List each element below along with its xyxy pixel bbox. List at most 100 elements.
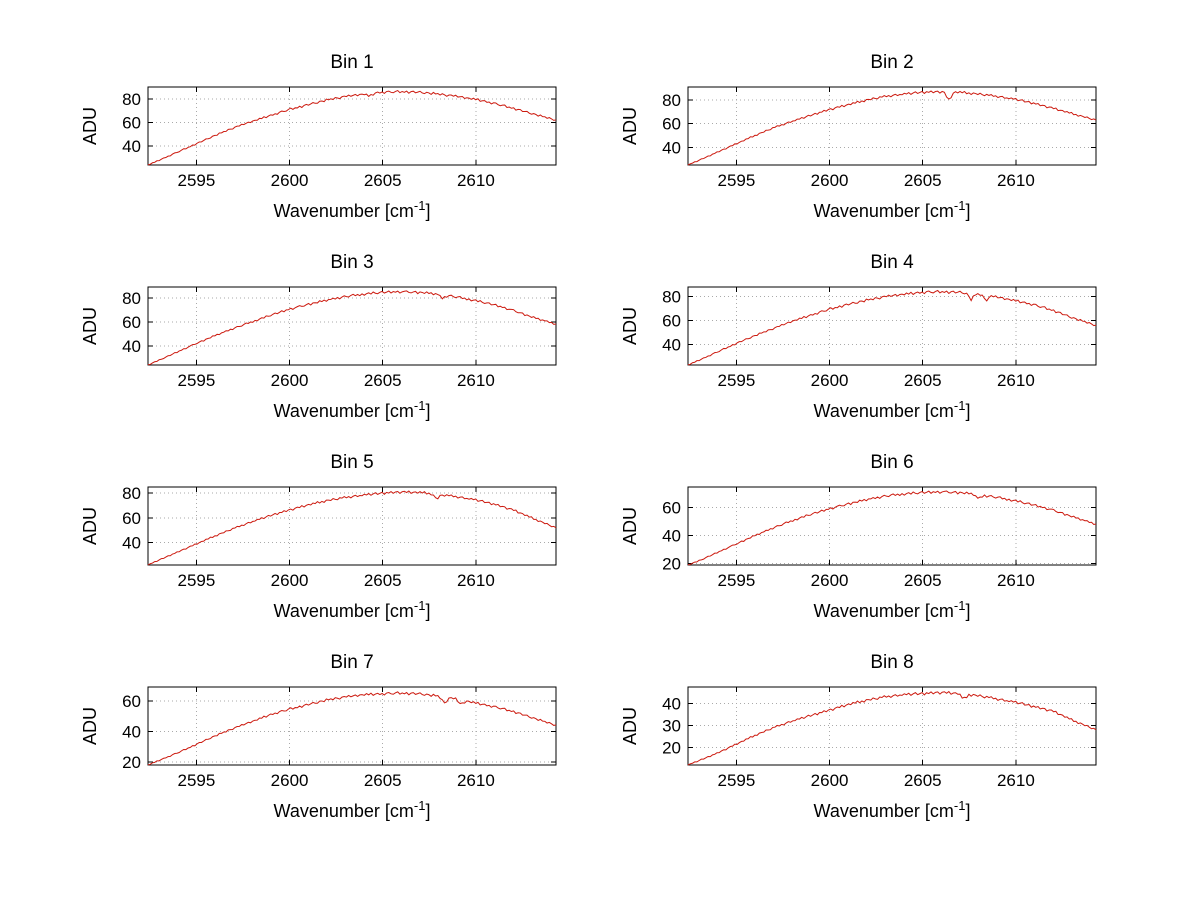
figure: 2595 2600 2605 2610 40 60 80 Bin 1 ADU Wavenumber… xyxy=(80,52,1097,821)
y-tick-label: 60 xyxy=(122,692,141,711)
subplot-bin-7: 2595 2600 2605 2610 20 40 60 Bin 7 ADU Wavenumber… xyxy=(80,652,557,821)
y-tick-label: 40 xyxy=(122,722,141,741)
spectrum-line xyxy=(147,490,557,566)
axes-box xyxy=(687,486,1097,566)
spectrum-line xyxy=(147,89,557,166)
y-axis-label: ADU xyxy=(80,107,100,145)
spectrum-line xyxy=(147,290,557,366)
subplot-bin-6: 2595 2600 2605 2610 20 40 60 Bin 6 ADU Wavenumber… xyxy=(620,452,1097,621)
subplot-bin-5: 2595 2600 2605 2610 40 60 80 Bin 5 ADU Wavenumber… xyxy=(80,452,557,621)
y-tick-label: 60 xyxy=(122,509,141,528)
x-axis-label: Wavenumber [cm-1] xyxy=(814,798,971,821)
y-tick-label: 40 xyxy=(122,137,141,156)
subplot-bin-8: 2595 2600 2605 2610 20 30 40 Bin 8 ADU Wavenumber… xyxy=(620,652,1097,821)
y-tick-label: 40 xyxy=(662,336,681,355)
y-axis-label: ADU xyxy=(620,707,640,745)
x-tick-label: 2600 xyxy=(811,171,849,190)
grid xyxy=(688,287,1096,365)
subplot-title: Bin 4 xyxy=(870,252,914,273)
axes-box xyxy=(147,286,557,366)
y-tick-label: 30 xyxy=(662,716,681,735)
x-axis-label: Wavenumber [cm-1] xyxy=(274,398,431,421)
y-tick-label: 80 xyxy=(662,288,681,307)
grid xyxy=(688,87,1096,165)
x-tick-label: 2595 xyxy=(178,571,216,590)
axes-box xyxy=(687,686,1097,766)
x-tick-label: 2600 xyxy=(811,571,849,590)
x-tick-label: 2600 xyxy=(271,171,309,190)
y-axis-label: ADU xyxy=(80,307,100,345)
subplot-bin-4: 2595 2600 2605 2610 40 60 80 Bin 4 ADU Wavenumber… xyxy=(620,252,1097,421)
x-tick-label: 2610 xyxy=(997,371,1035,390)
subplot-title: Bin 5 xyxy=(330,452,373,473)
x-tick-label: 2610 xyxy=(997,771,1035,790)
subplot-bin-1: 2595 2600 2605 2610 40 60 80 Bin 1 ADU Wavenumber… xyxy=(80,52,557,221)
axes-box xyxy=(147,86,557,166)
grid xyxy=(148,87,556,165)
x-tick-label: 2595 xyxy=(178,771,216,790)
spectrum-line xyxy=(687,690,1097,766)
x-tick-label: 2600 xyxy=(271,571,309,590)
x-tick-label: 2600 xyxy=(811,771,849,790)
x-axis-label: Wavenumber [cm-1] xyxy=(814,598,971,621)
x-tick-label: 2595 xyxy=(718,371,756,390)
tick-marks xyxy=(148,487,556,565)
y-axis-label: ADU xyxy=(80,707,100,745)
y-axis-label: ADU xyxy=(80,507,100,545)
tick-marks xyxy=(688,487,1096,565)
x-tick-label: 2610 xyxy=(997,571,1035,590)
y-tick-label: 20 xyxy=(122,753,141,772)
x-tick-label: 2605 xyxy=(904,171,942,190)
y-tick-label: 80 xyxy=(662,91,681,110)
axes-box xyxy=(147,486,557,566)
tick-marks xyxy=(148,287,556,365)
tick-marks xyxy=(148,687,556,765)
spectrum-line xyxy=(147,691,557,766)
x-tick-label: 2595 xyxy=(718,171,756,190)
subplot-title: Bin 7 xyxy=(330,652,373,673)
y-axis-label: ADU xyxy=(620,307,640,345)
grid xyxy=(688,487,1096,565)
grid xyxy=(148,287,556,365)
y-tick-label: 60 xyxy=(662,115,681,134)
x-tick-label: 2595 xyxy=(718,771,756,790)
y-tick-label: 20 xyxy=(662,738,681,757)
x-tick-label: 2610 xyxy=(997,171,1035,190)
axes-box xyxy=(687,286,1097,366)
subplot-bin-3: 2595 2600 2605 2610 40 60 80 Bin 3 ADU Wavenumber… xyxy=(80,252,557,421)
spectrum-line xyxy=(687,490,1097,566)
y-tick-label: 40 xyxy=(662,694,681,713)
subplot-title: Bin 8 xyxy=(870,652,913,673)
x-tick-label: 2610 xyxy=(457,371,495,390)
y-tick-label: 40 xyxy=(662,526,681,545)
axes-box xyxy=(147,686,557,766)
x-axis-label: Wavenumber [cm-1] xyxy=(274,198,431,221)
y-tick-label: 80 xyxy=(122,484,141,503)
x-axis-label: Wavenumber [cm-1] xyxy=(274,598,431,621)
spectrum-line xyxy=(687,90,1097,166)
y-axis-label: ADU xyxy=(620,507,640,545)
x-tick-label: 2595 xyxy=(178,371,216,390)
y-tick-label: 20 xyxy=(662,555,681,574)
spectrum-line xyxy=(687,289,1097,366)
x-tick-label: 2600 xyxy=(271,371,309,390)
x-tick-label: 2610 xyxy=(457,571,495,590)
tick-marks xyxy=(688,287,1096,365)
y-tick-label: 60 xyxy=(122,313,141,332)
x-tick-label: 2600 xyxy=(271,771,309,790)
subplot-bin-2: 2595 2600 2605 2610 40 60 80 Bin 2 ADU Wavenumber… xyxy=(620,52,1097,221)
x-axis-label: Wavenumber [cm-1] xyxy=(274,798,431,821)
x-tick-label: 2605 xyxy=(364,371,402,390)
x-tick-label: 2595 xyxy=(718,571,756,590)
y-tick-label: 40 xyxy=(122,534,141,553)
subplot-title: Bin 1 xyxy=(330,52,373,73)
axes-box xyxy=(687,86,1097,166)
y-tick-label: 40 xyxy=(122,337,141,356)
tick-marks xyxy=(688,87,1096,165)
y-tick-label: 80 xyxy=(122,90,141,109)
x-tick-label: 2610 xyxy=(457,171,495,190)
tick-marks xyxy=(688,687,1096,765)
y-axis-label: ADU xyxy=(620,107,640,145)
subplot-title: Bin 2 xyxy=(870,52,913,73)
x-tick-label: 2595 xyxy=(178,171,216,190)
